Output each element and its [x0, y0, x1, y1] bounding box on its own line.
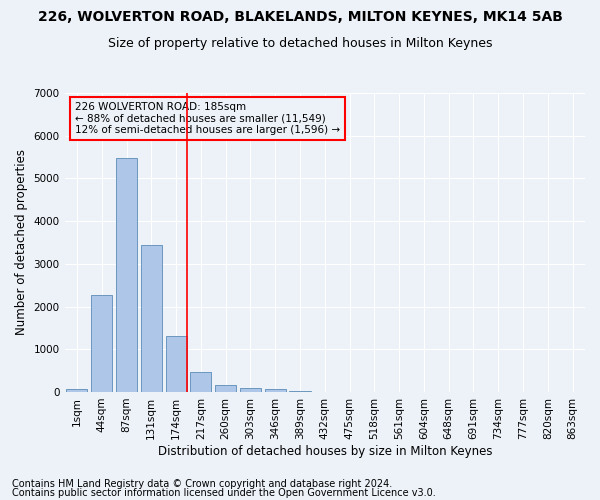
- Bar: [265, 390, 286, 392]
- Text: 226 WOLVERTON ROAD: 185sqm
← 88% of detached houses are smaller (11,549)
12% of : 226 WOLVERTON ROAD: 185sqm ← 88% of deta…: [75, 102, 340, 135]
- Bar: [215, 385, 236, 392]
- Text: Contains public sector information licensed under the Open Government Licence v3: Contains public sector information licen…: [12, 488, 436, 498]
- X-axis label: Distribution of detached houses by size in Milton Keynes: Distribution of detached houses by size …: [158, 444, 492, 458]
- Bar: [141, 244, 162, 392]
- Text: 226, WOLVERTON ROAD, BLAKELANDS, MILTON KEYNES, MK14 5AB: 226, WOLVERTON ROAD, BLAKELANDS, MILTON …: [38, 10, 562, 24]
- Y-axis label: Number of detached properties: Number of detached properties: [15, 150, 28, 336]
- Bar: [166, 336, 187, 392]
- Bar: [116, 158, 137, 392]
- Bar: [289, 390, 311, 392]
- Bar: [190, 372, 211, 392]
- Bar: [67, 389, 88, 392]
- Text: Size of property relative to detached houses in Milton Keynes: Size of property relative to detached ho…: [108, 38, 492, 51]
- Text: Contains HM Land Registry data © Crown copyright and database right 2024.: Contains HM Land Registry data © Crown c…: [12, 479, 392, 489]
- Bar: [240, 388, 261, 392]
- Bar: [91, 294, 112, 392]
